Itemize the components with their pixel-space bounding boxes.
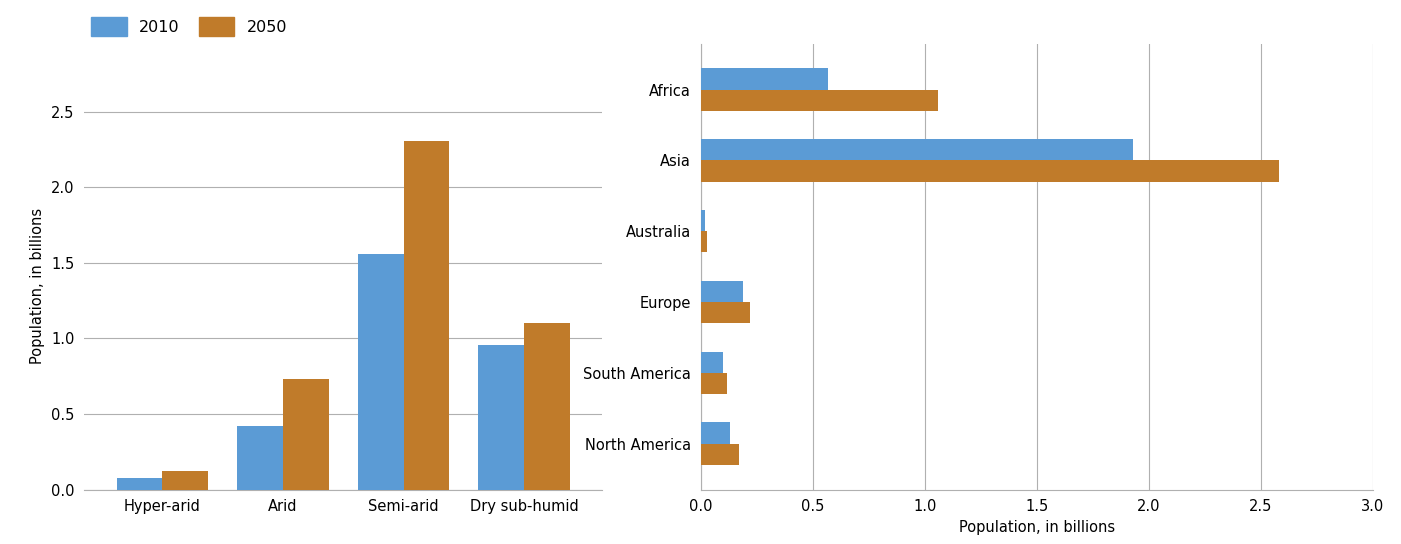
Bar [700,210,705,231]
Bar [700,281,743,302]
Bar [700,351,723,373]
Bar [700,443,738,465]
Bar [700,69,828,90]
Y-axis label: Population, in billions: Population, in billions [31,208,45,363]
X-axis label: Population, in billions: Population, in billions [958,520,1115,535]
Bar [700,139,1133,160]
Bar [700,422,730,443]
Bar [524,323,570,490]
Bar [478,344,524,490]
Legend: 2010, 2050: 2010, 2050 [85,11,294,42]
Bar [357,254,403,490]
Bar [163,472,209,490]
Bar [700,231,708,252]
Bar [403,140,450,490]
Bar [116,478,163,490]
Bar [237,426,283,490]
Bar [700,302,750,323]
Bar [700,373,727,394]
Bar [283,379,329,490]
Bar [700,90,939,111]
Bar [700,160,1279,182]
